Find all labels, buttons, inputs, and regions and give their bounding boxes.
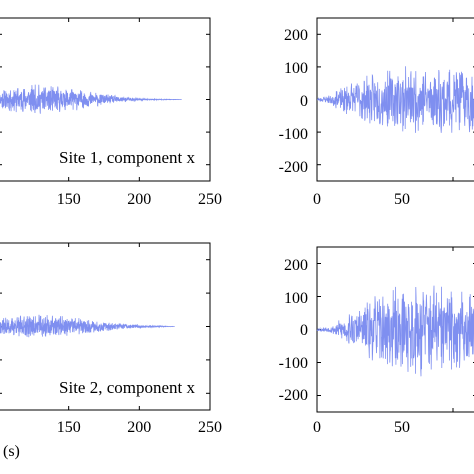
y-tick-label: -100	[279, 355, 308, 372]
x-tick-label: 150	[57, 191, 81, 208]
panel-top-left: 150 200 250 Site 1, component x	[0, 17, 222, 208]
site-annotation: Site 2, component x	[59, 378, 195, 397]
y-tick-label: 100	[284, 60, 308, 77]
y-tick-label: 0	[300, 322, 308, 339]
y-tick-label: 200	[284, 27, 308, 44]
x-tick-label: 250	[198, 419, 222, 436]
x-tick-label: 50	[394, 191, 410, 208]
series-line	[0, 314, 175, 338]
y-tick-label: 200	[284, 257, 308, 274]
x-axis-label: (s)	[3, 443, 20, 460]
panel-bottom-left: 150 200 250 Site 2, component x (s)	[0, 242, 222, 460]
x-tick-label: 200	[127, 419, 151, 436]
x-tick-label: 0	[313, 191, 321, 208]
y-tick-label: -100	[279, 126, 308, 143]
x-tick-label: 250	[198, 191, 222, 208]
series-line	[316, 285, 474, 377]
x-tick-label: 150	[57, 419, 81, 436]
y-tick-label: 0	[300, 93, 308, 110]
y-tick-label: 100	[284, 290, 308, 307]
site-annotation: Site 1, component x	[59, 148, 195, 167]
x-tick-label: 0	[313, 419, 321, 436]
x-tick-label: 200	[127, 191, 151, 208]
panel-bottom-right: 0 50 200 100 0 -100 -200	[279, 246, 474, 436]
x-tick-label: 50	[394, 419, 410, 436]
y-tick-label: -200	[279, 159, 308, 176]
y-tick-label: -200	[279, 387, 308, 404]
series-line	[316, 66, 474, 133]
series-line	[0, 84, 182, 114]
panel-top-right: 0 50 200 100 0 -100 -200	[279, 17, 474, 208]
